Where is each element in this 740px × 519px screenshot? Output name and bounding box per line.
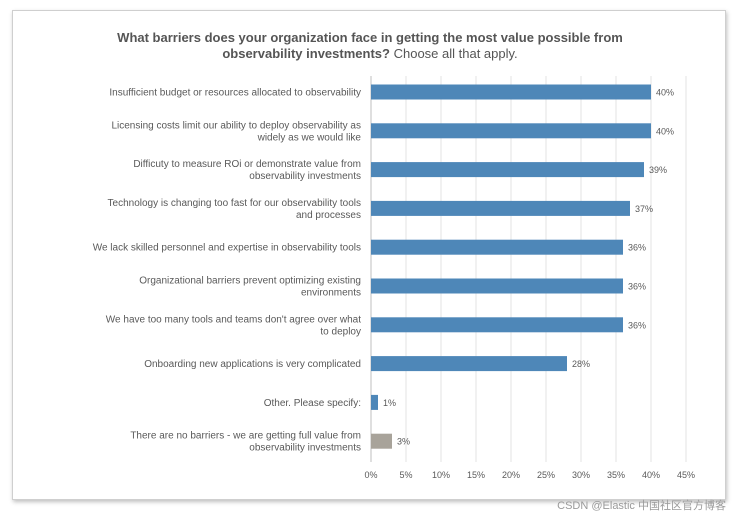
bar-9 — [371, 433, 392, 449]
x-tick-label-30: 30% — [572, 470, 590, 480]
x-tick-label-0: 0% — [364, 470, 377, 480]
value-label-0: 40% — [656, 88, 674, 98]
x-tick-label-40: 40% — [642, 470, 660, 480]
bar-3 — [371, 200, 630, 216]
category-label-5-line-0: Organizational barriers prevent optimizi… — [139, 276, 361, 287]
value-label-2: 39% — [649, 165, 667, 175]
category-label-2-line-1: observability investments — [249, 171, 361, 182]
category-label-6-line-0: We have too many tools and teams don't a… — [106, 314, 361, 325]
value-label-1: 40% — [656, 126, 674, 136]
bar-8 — [371, 394, 378, 410]
chart-subtitle: Choose all that apply. — [393, 46, 518, 61]
value-label-8: 1% — [383, 398, 396, 408]
value-label-7: 28% — [572, 359, 590, 369]
category-label-5-line-1: environments — [301, 288, 361, 299]
bars — [371, 84, 651, 449]
x-tick-label-15: 15% — [467, 470, 485, 480]
value-label-6: 36% — [628, 320, 646, 330]
chart-title: What barriers does your organization fac… — [0, 30, 740, 62]
bar-1 — [371, 123, 651, 139]
watermark: CSDN @Elastic 中国社区官方博客 — [557, 500, 726, 512]
category-label-9-line-1: observability investments — [249, 443, 361, 454]
bar-2 — [371, 162, 644, 178]
bar-6 — [371, 317, 623, 333]
chart-title-line-1: What barriers does your organization fac… — [117, 30, 623, 45]
x-tick-labels: 0% 5% 10% 15% 20% 25% 30% 35% 40% 45% — [364, 470, 695, 480]
category-label-8-line-0: Other. Please specify: — [264, 398, 361, 409]
bar-0 — [371, 84, 651, 100]
category-label-1-line-0: Licensing costs limit our ability to dep… — [111, 120, 361, 131]
x-tick-label-35: 35% — [607, 470, 625, 480]
x-tick-label-20: 20% — [502, 470, 520, 480]
category-label-9-line-0: There are no barriers - we are getting f… — [130, 431, 361, 442]
x-tick-label-45: 45% — [677, 470, 695, 480]
value-label-9: 3% — [397, 437, 410, 447]
value-label-4: 36% — [628, 243, 646, 253]
value-label-5: 36% — [628, 282, 646, 292]
category-label-1-line-1: widely as we would like — [257, 132, 362, 143]
category-label-4-line-0: We lack skilled personnel and expertise … — [93, 243, 361, 254]
category-label-6-line-1: to deploy — [320, 326, 361, 337]
chart-title-line-2: observability investments? — [222, 46, 390, 61]
category-label-3-line-0: Technology is changing too fast for our … — [108, 198, 361, 209]
category-label-0-line-0: Insufficient budget or resources allocat… — [109, 88, 361, 99]
category-labels: Insufficient budget or resources allocat… — [93, 88, 362, 454]
x-tick-label-10: 10% — [432, 470, 450, 480]
bar-7 — [371, 356, 567, 372]
value-label-3: 37% — [635, 204, 653, 214]
x-tick-label-5: 5% — [399, 470, 412, 480]
category-label-3-line-1: and processes — [296, 210, 361, 221]
x-tick-label-25: 25% — [537, 470, 555, 480]
value-labels: 40% 40% 39% 37% 36% 36% 36% 28% 1% 3% — [383, 88, 674, 447]
category-label-7-line-0: Onboarding new applications is very comp… — [144, 359, 361, 370]
bar-4 — [371, 239, 623, 255]
bar-5 — [371, 278, 623, 294]
category-label-2-line-0: Difficuty to measure ROi or demonstrate … — [133, 159, 361, 170]
